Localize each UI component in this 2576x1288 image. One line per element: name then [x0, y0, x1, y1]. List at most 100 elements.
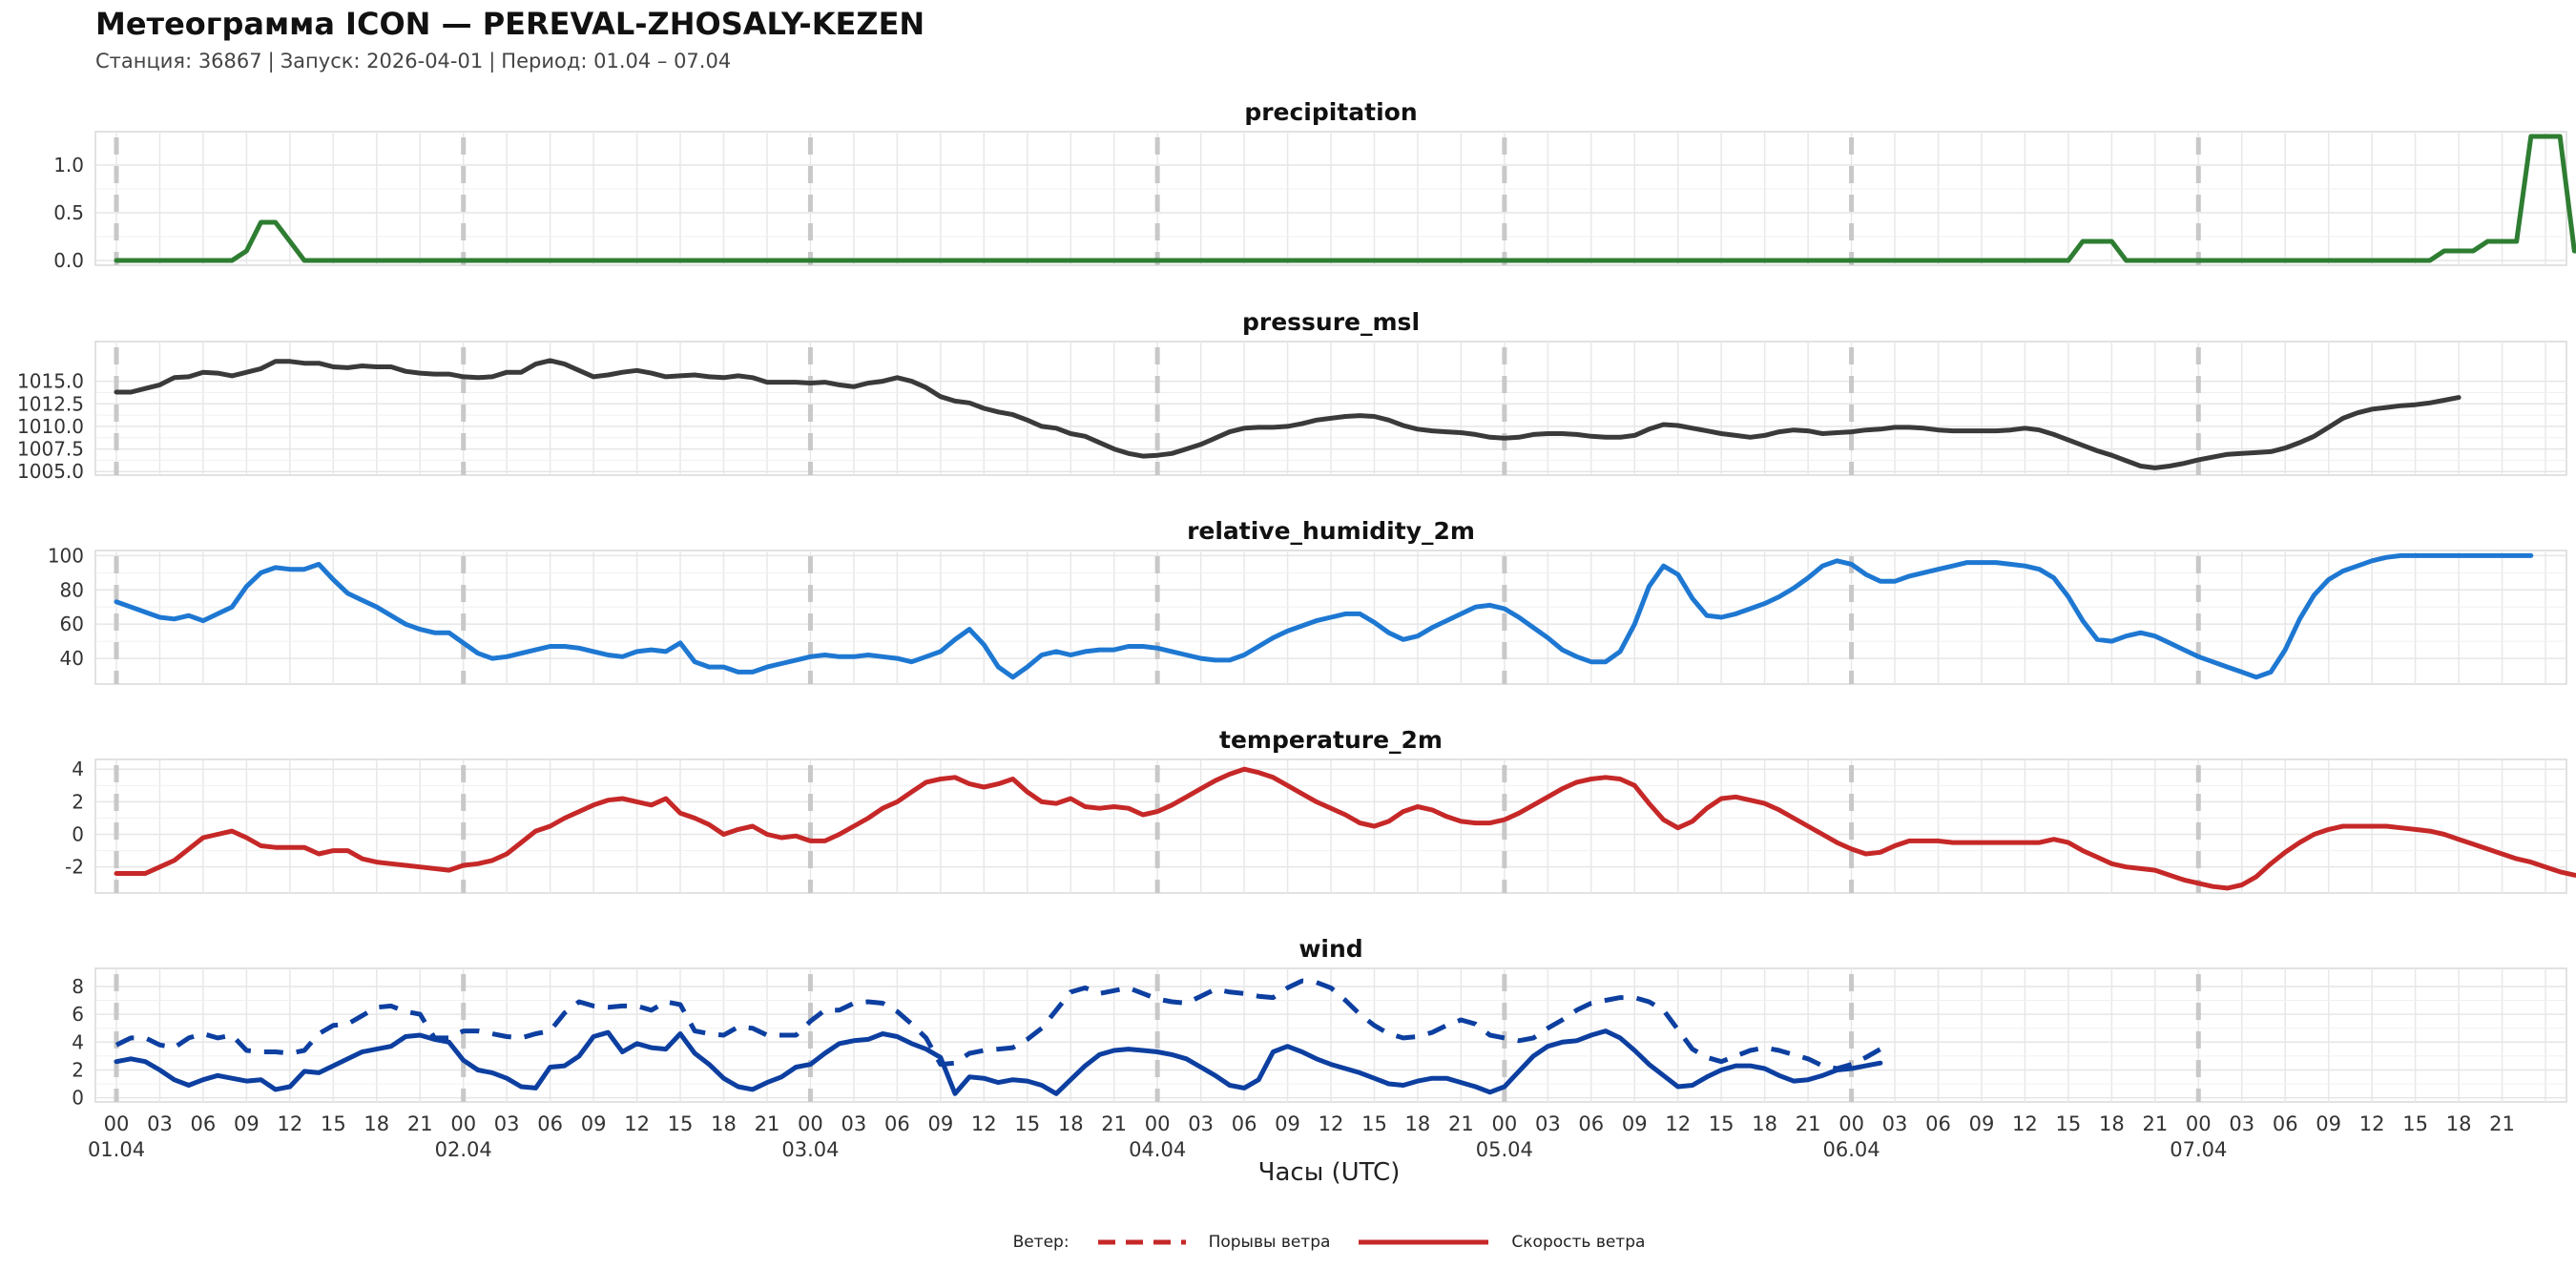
panel-title: relative_humidity_2m — [1187, 517, 1475, 545]
x-tick-label: 09 — [927, 1112, 953, 1135]
x-date-label: 02.04 — [435, 1138, 492, 1161]
y-tick-label: 80 — [60, 578, 84, 601]
x-tick-label: 21 — [2489, 1112, 2515, 1135]
x-date-label: 01.04 — [88, 1138, 145, 1161]
panel-precipitation: 0.0 0.5 1.0 precipitation — [53, 98, 2576, 272]
legend-gust-label: Порывы ветра — [1208, 1233, 1331, 1252]
x-tick-label: 12 — [971, 1112, 997, 1135]
run-label: Запуск: 2026-04-01 — [280, 50, 484, 73]
x-tick-label: 18 — [1752, 1112, 1777, 1135]
y-tick-label: 4 — [72, 1030, 84, 1053]
x-tick-label: 03 — [2229, 1112, 2254, 1135]
x-tick-label: 21 — [407, 1112, 433, 1135]
y-tick-label: 2 — [72, 790, 84, 813]
subtitle: Станция: 36867 | Запуск: 2026-04-01 | Период… — [95, 50, 731, 73]
x-date-label: 06.04 — [1823, 1138, 1880, 1161]
x-tick-label: 03 — [841, 1112, 867, 1135]
x-date-label: 03.04 — [781, 1138, 839, 1161]
x-tick-label: 06 — [884, 1112, 910, 1135]
x-tick-label: 12 — [1319, 1112, 1344, 1135]
legend-swatch-gust — [1097, 1239, 1186, 1245]
page-title: Метеограмма ICON — PEREVAL-ZHOSALY-KEZEN — [95, 6, 925, 42]
series-line-pressure_msl — [114, 358, 2462, 470]
x-tick-label: 15 — [1014, 1112, 1040, 1135]
legend-swatch-speed — [1359, 1239, 1489, 1245]
panel-title: wind — [1298, 935, 1362, 963]
x-tick-label: 00 — [1839, 1112, 1864, 1135]
y-tick-label: 1007.5 — [17, 438, 84, 461]
y-tick-label: 0.5 — [53, 201, 84, 224]
x-tick-label: 00 — [450, 1112, 476, 1135]
x-tick-label: 18 — [2099, 1112, 2125, 1135]
x-tick-label: 00 — [2186, 1112, 2212, 1135]
y-tick-label: 1010.0 — [17, 415, 84, 438]
x-tick-label: 21 — [755, 1112, 780, 1135]
y-tick-label: 8 — [72, 975, 84, 998]
x-date-label: 04.04 — [1129, 1138, 1186, 1161]
x-tick-label: 12 — [277, 1112, 302, 1135]
x-tick-label: 15 — [2056, 1112, 2082, 1135]
y-tick-label: 40 — [60, 647, 84, 670]
x-tick-label: 15 — [1361, 1112, 1387, 1135]
panel-title: temperature_2m — [1219, 726, 1443, 754]
x-tick-label: 18 — [364, 1112, 389, 1135]
x-tick-label: 03 — [1188, 1112, 1214, 1135]
legend-speed-label: Скорость ветра — [1511, 1233, 1646, 1252]
x-tick-label: 12 — [2012, 1112, 2038, 1135]
y-tick-label: 1.0 — [53, 154, 84, 177]
station-label: Станция: 36867 — [95, 50, 262, 73]
x-date-label: 05.04 — [1476, 1138, 1533, 1161]
panel-temperature_2m: -2 0 2 4 temperature_2m — [65, 726, 2576, 894]
legend: Ветер: Порывы ветра Скорость ветра — [0, 1233, 2576, 1252]
x-tick-label: 09 — [1622, 1112, 1648, 1135]
y-tick-label: 0 — [72, 823, 84, 846]
x-tick-label: 18 — [1405, 1112, 1431, 1135]
x-tick-label: 15 — [668, 1112, 694, 1135]
separator: | — [488, 50, 496, 73]
panel-relative_humidity_2m: 40 60 80 100 relative_humidity_2m — [48, 517, 2567, 685]
x-tick-label: 18 — [1058, 1112, 1084, 1135]
x-tick-label: 15 — [321, 1112, 346, 1135]
x-tick-label: 18 — [711, 1112, 737, 1135]
series-line-temperature_2m — [114, 766, 2576, 891]
x-tick-label: 06 — [1232, 1112, 1257, 1135]
x-tick-label: 03 — [147, 1112, 173, 1135]
x-tick-label: 06 — [191, 1112, 217, 1135]
x-tick-label: 06 — [1578, 1112, 1604, 1135]
x-tick-label: 00 — [1491, 1112, 1517, 1135]
y-tick-label: 2 — [72, 1058, 84, 1081]
y-tick-label: 1012.5 — [17, 392, 84, 415]
y-tick-label: -2 — [65, 856, 84, 879]
series-line-precipitation — [114, 134, 2576, 263]
y-tick-label: 4 — [72, 758, 84, 780]
x-tick-label: 15 — [1709, 1112, 1735, 1135]
series-line-Порывы ветра — [114, 978, 1882, 1071]
x-tick-label: 15 — [2402, 1112, 2428, 1135]
x-tick-label: 06 — [2273, 1112, 2298, 1135]
y-tick-label: 60 — [60, 613, 84, 635]
x-tick-label: 06 — [1925, 1112, 1951, 1135]
legend-title: Ветер: — [1012, 1233, 1070, 1252]
y-tick-label: 1005.0 — [17, 460, 84, 483]
series-line-Скорость ветра — [114, 1028, 1883, 1096]
x-tick-label: 18 — [2446, 1112, 2472, 1135]
x-tick-label: 09 — [581, 1112, 607, 1135]
x-tick-label: 12 — [2359, 1112, 2385, 1135]
x-tick-label: 09 — [2316, 1112, 2341, 1135]
x-tick-label: 21 — [1101, 1112, 1127, 1135]
period-label: Период: 01.04 – 07.04 — [501, 50, 732, 73]
legend-item-gust: Порывы ветра — [1096, 1233, 1331, 1252]
y-tick-label: 100 — [48, 544, 84, 567]
x-tick-label: 21 — [1448, 1112, 1474, 1135]
x-tick-label: 09 — [1275, 1112, 1300, 1135]
panel-wind: 0 2 4 6 8 wind — [72, 935, 2567, 1110]
x-tick-label: 03 — [494, 1112, 520, 1135]
x-axis: 00 03 06 09 12 15 18 21 00 03 06 09 12 15 18 21 00 03 06 09… — [88, 1112, 2515, 1161]
x-tick-label: 03 — [1882, 1112, 1908, 1135]
x-tick-label: 12 — [1665, 1112, 1691, 1135]
y-tick-label: 6 — [72, 1003, 84, 1026]
y-tick-label: 0 — [72, 1087, 84, 1110]
x-axis-label: Часы (UTC) — [1257, 1158, 1401, 1187]
x-tick-label: 03 — [1535, 1112, 1561, 1135]
